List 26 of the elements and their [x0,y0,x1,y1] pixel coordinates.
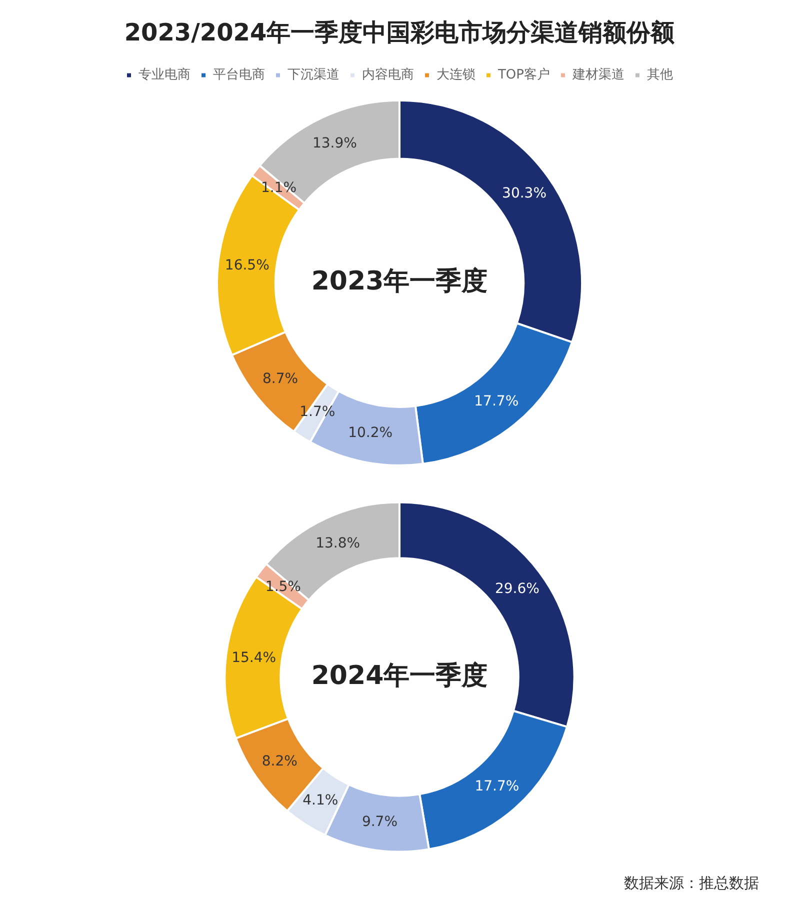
legend-label: 内容电商 [362,66,414,83]
legend-label: 其他 [647,68,674,83]
data-label: 13.8% [316,535,360,552]
data-label: 29.6% [494,580,540,597]
data-label: 13.9% [312,136,357,152]
data-label: 8.7% [262,370,298,387]
data-label: 1.5% [265,579,301,596]
data-label: 4.1% [302,792,338,808]
text: 2024年一季度 [311,660,488,691]
data-label: 10.2% [348,425,393,442]
source-note: 数据来源：推总数据 [624,874,759,892]
data-label: 17.7% [474,778,520,794]
legend-label: 建材渠道 [572,68,625,83]
text: 2023年一季度 [311,266,488,297]
data-label: 17.7% [474,393,519,410]
legend-label: TOP客户 [496,66,550,83]
data-label: 15.4% [232,650,276,666]
legend-label: 平台电商 [212,68,265,83]
data-label: 8.2% [262,753,298,770]
legend-label: 大连锁 [436,68,476,83]
data-label: 9.7% [362,814,398,830]
data-label: 16.5% [224,257,270,274]
legend-label: 下沉渠道 [287,68,340,83]
chart-title: 2023/2024年一季度中国彩电市场分渠道销额份额 [124,18,676,47]
legend-label: 专业电商 [138,68,190,83]
data-label: 30.3% [502,185,547,202]
